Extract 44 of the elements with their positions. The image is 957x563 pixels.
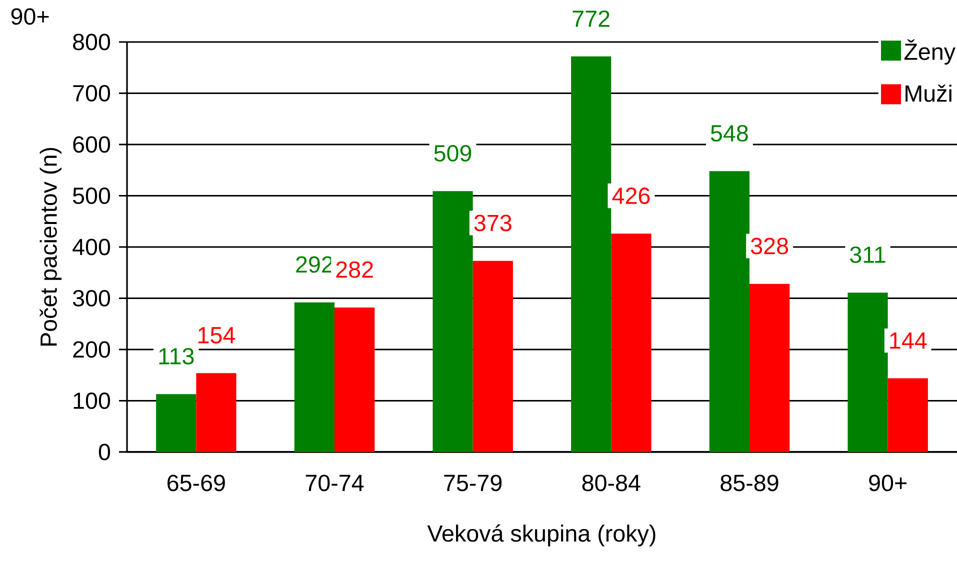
x-tick-label: 65-69 — [168, 474, 225, 492]
x-tick-label: 70-74 — [306, 474, 364, 492]
y-axis-title: Počet pacientov (n) — [40, 148, 62, 346]
y-tick-label: 700 — [73, 84, 110, 102]
data-label: 373 — [474, 214, 512, 232]
bar — [611, 234, 652, 452]
data-label: 144 — [890, 332, 927, 349]
bar — [294, 302, 334, 452]
y-tick-label: 300 — [72, 290, 110, 307]
y-tick-label: 0 — [98, 444, 110, 460]
y-tick-label: 800 — [73, 34, 110, 50]
y-tick-label: 500 — [72, 187, 110, 204]
data-label: 772 — [572, 10, 610, 27]
x-tick-label: 75-79 — [444, 474, 502, 492]
bar — [472, 260, 513, 452]
data-label: 548 — [710, 125, 748, 142]
bar — [749, 284, 790, 452]
bar — [888, 378, 928, 452]
x-tick-label: 90+ — [869, 474, 906, 492]
data-label: 328 — [750, 238, 788, 254]
bar — [196, 373, 236, 452]
bar — [334, 307, 375, 452]
y-tick-label: 100 — [74, 392, 110, 409]
data-label: 311 — [850, 246, 886, 264]
y-tick-label: 600 — [73, 136, 110, 153]
y-tick-label: 400 — [72, 238, 110, 256]
text: 90+ — [11, 8, 49, 25]
bar — [156, 394, 196, 452]
bar — [709, 171, 750, 452]
data-label: 154 — [198, 327, 236, 344]
legend-label: Muži — [906, 84, 952, 102]
x-axis-title: Veková skupina (roky) — [427, 524, 656, 546]
bar — [432, 191, 473, 452]
data-label: 292 — [296, 256, 333, 273]
y-tick-label: 200 — [73, 341, 110, 358]
bar — [848, 292, 888, 452]
data-label: 113 — [159, 348, 194, 364]
data-label: 509 — [434, 145, 472, 162]
data-label: 282 — [336, 261, 373, 278]
data-label: 426 — [612, 188, 650, 204]
x-tick-label: 85-89 — [720, 474, 778, 492]
bar — [571, 56, 612, 452]
legend-label: Ženy — [904, 39, 956, 65]
x-tick-label: 80-84 — [582, 474, 640, 492]
